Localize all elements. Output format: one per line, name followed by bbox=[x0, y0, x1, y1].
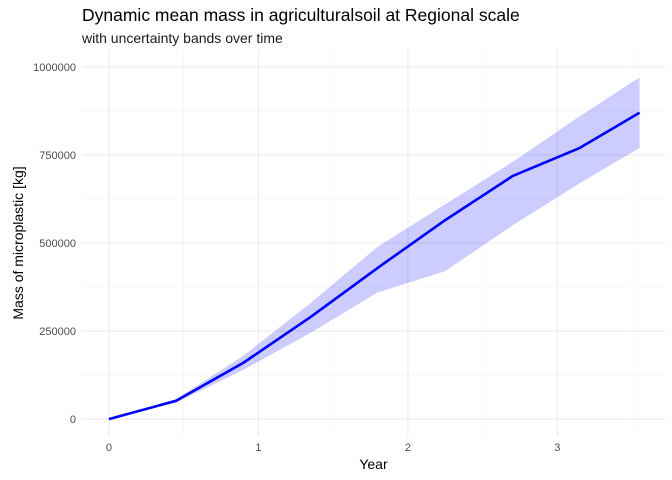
mean-line bbox=[108, 111, 641, 421]
y-axis-title: Mass of microplastic [kg] bbox=[10, 166, 26, 319]
x-axis-title: Year bbox=[359, 456, 388, 472]
y-tick-label: 250000 bbox=[39, 326, 76, 338]
mean-line-layer bbox=[108, 111, 641, 421]
x-tick-label: 3 bbox=[554, 442, 560, 454]
y-tick-label: 0 bbox=[70, 414, 76, 426]
y-tick-label: 750000 bbox=[39, 150, 76, 162]
chart-subtitle: with uncertainty bands over time bbox=[82, 30, 283, 46]
y-tick-label: 500000 bbox=[39, 238, 76, 250]
y-tick-labels: 0 250000 500000 750000 1000000 bbox=[33, 62, 76, 426]
x-tick-label: 1 bbox=[255, 442, 261, 454]
uncertainty-band bbox=[108, 77, 640, 420]
chart-title: Dynamic mean mass in agriculturalsoil at… bbox=[82, 5, 520, 25]
x-tick-labels: 0 1 2 3 bbox=[106, 442, 561, 454]
x-tick-label: 2 bbox=[405, 442, 411, 454]
x-tick-label: 0 bbox=[106, 442, 112, 454]
y-tick-label: 1000000 bbox=[33, 62, 76, 74]
minor-gridlines bbox=[82, 50, 665, 436]
major-gridlines bbox=[82, 50, 665, 436]
uncertainty-band-layer bbox=[108, 77, 640, 420]
